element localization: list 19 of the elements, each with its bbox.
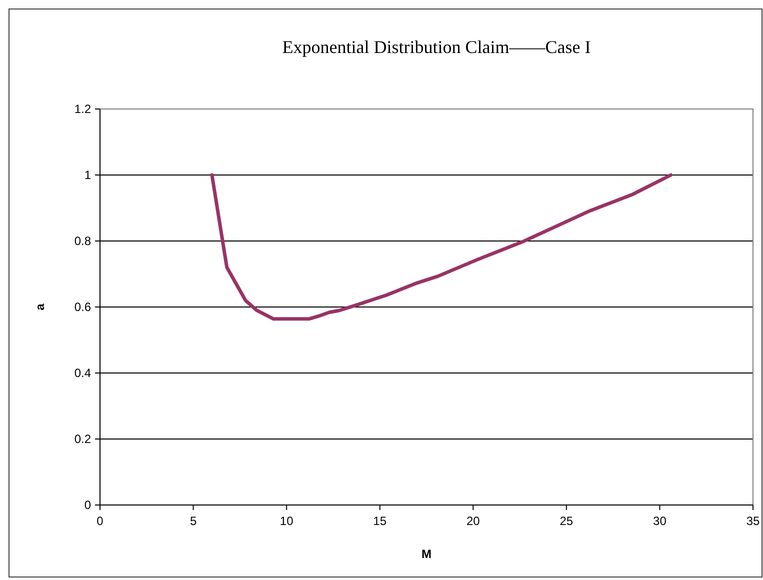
chart-title: Exponential Distribution Claim——Case I — [282, 37, 591, 57]
x-tick-label: 0 — [96, 514, 104, 528]
x-axis-title: M — [422, 547, 432, 561]
y-tick-label: 0.2 — [74, 432, 92, 446]
y-tick-label: 1.2 — [74, 102, 92, 116]
y-axis-title: a — [33, 303, 47, 310]
x-tick-label: 20 — [466, 514, 480, 528]
x-tick-label: 25 — [560, 514, 574, 528]
x-tick-label: 10 — [280, 514, 294, 528]
y-tick-label: 1 — [84, 168, 92, 182]
y-tick-label: 0.8 — [74, 234, 92, 248]
x-tick-label: 35 — [746, 514, 760, 528]
line-series — [210, 173, 673, 321]
x-tick-label: 5 — [190, 514, 197, 528]
x-tick-label: 30 — [653, 514, 667, 528]
x-tick-label: 15 — [373, 514, 387, 528]
y-tick-label: 0 — [84, 498, 92, 512]
y-tick-label: 0.4 — [74, 366, 92, 380]
y-tick-label: 0.6 — [74, 300, 92, 314]
